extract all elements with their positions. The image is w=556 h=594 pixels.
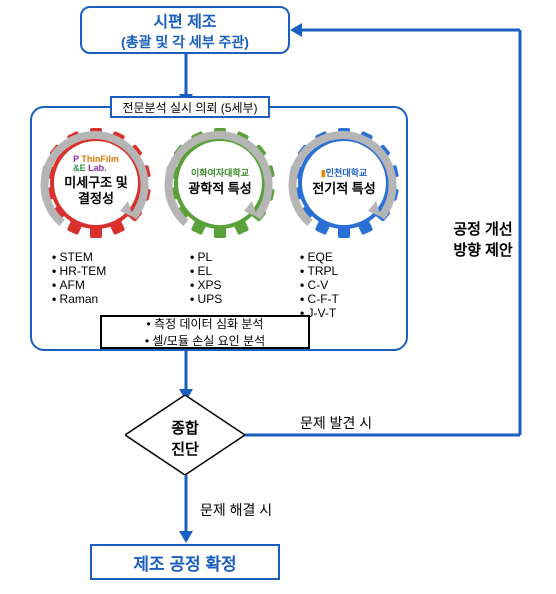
label-problem-solved: 문제 해결 시	[200, 500, 272, 520]
label-feedback: 공정 개선 방향 제안	[438, 218, 528, 260]
label-problem-found: 문제 발견 시	[300, 413, 372, 433]
feedback-edge	[0, 0, 556, 594]
